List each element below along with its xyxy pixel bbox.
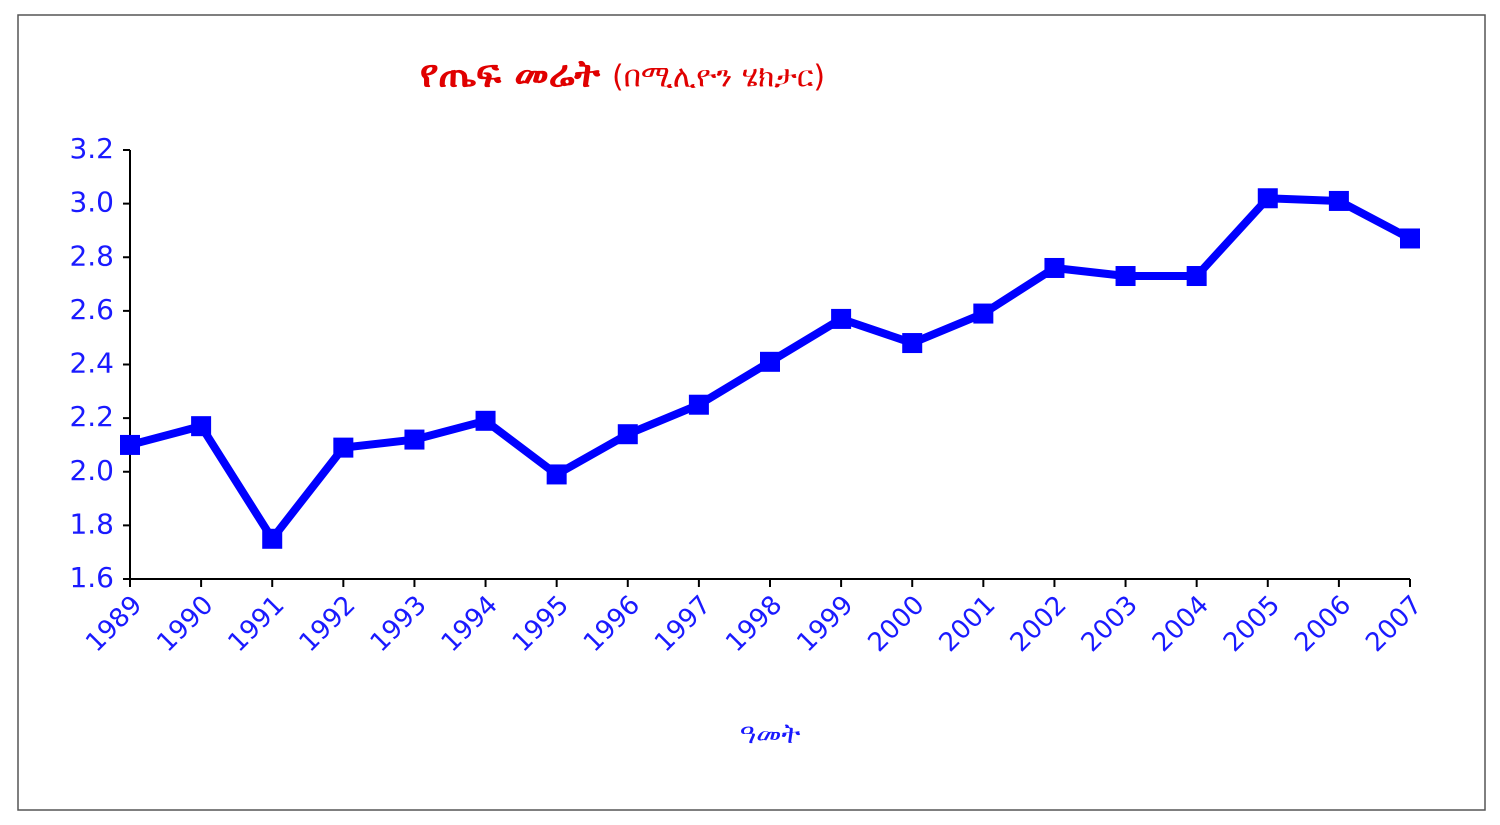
data-point (1257, 188, 1278, 209)
data-point (120, 434, 140, 455)
data-point (404, 429, 425, 450)
data-point (831, 308, 852, 329)
data-point (546, 464, 567, 485)
data-point (1044, 257, 1065, 278)
y-tick-label: 2.0 (69, 454, 114, 487)
y-tick-label: 1.8 (69, 507, 114, 540)
data-point (191, 416, 212, 437)
y-tick-label: 3.0 (69, 186, 114, 219)
y-tick-label: 2.6 (69, 293, 114, 326)
chart-subtitle: (በሚሊዮን ሄክታር) (612, 60, 825, 95)
y-tick-label: 2.2 (69, 400, 114, 433)
y-tick-label: 3.2 (69, 132, 114, 165)
y-tick-label: 2.8 (69, 239, 114, 272)
y-tick-label: 1.6 (69, 561, 114, 594)
y-tick-label: 2.4 (69, 347, 114, 380)
data-point (475, 410, 496, 431)
chart-title: የጤፍ መሬት (420, 52, 601, 96)
data-point (760, 351, 780, 372)
x-axis-label: ዓመት (740, 717, 801, 750)
data-point (1186, 266, 1207, 287)
chart-frame (17, 14, 1486, 811)
data-point (973, 303, 994, 324)
data-point (262, 528, 283, 549)
data-point (333, 437, 354, 458)
data-point (1400, 228, 1420, 249)
data-point (902, 333, 923, 354)
data-point (617, 424, 638, 445)
data-point (1328, 190, 1349, 211)
data-point (1115, 266, 1136, 287)
data-point (688, 394, 709, 415)
